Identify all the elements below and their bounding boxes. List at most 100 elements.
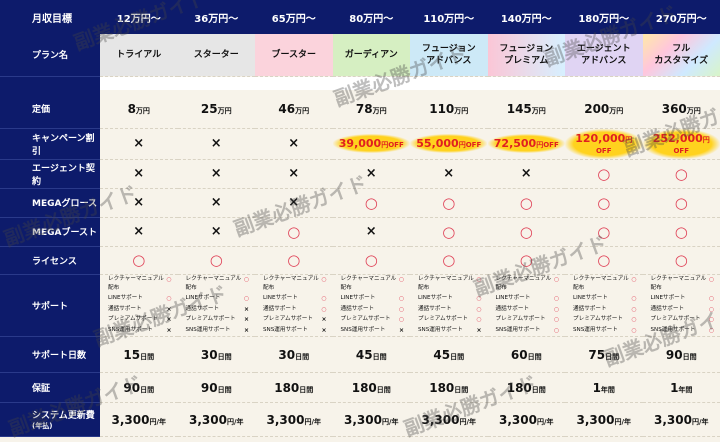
support-days-unit: 日間 — [295, 353, 309, 361]
plan-name: エージェント アドバンス — [577, 44, 631, 66]
circle-mark: ○ — [554, 305, 559, 316]
guarantee-amount: 180 — [507, 381, 532, 395]
price: 78万円 — [356, 105, 387, 116]
guarantee-cell: 180日間 — [488, 373, 566, 403]
campaign-cell: × — [255, 128, 333, 159]
system-fee-amount: 3,300 — [266, 413, 304, 427]
circle-mark: ○ — [631, 305, 636, 316]
system-fee: 3,300円/年 — [189, 416, 244, 427]
cross-mark: × — [244, 326, 249, 337]
discount-unit: 円OFF — [381, 141, 404, 149]
feature-cell: ○ — [643, 188, 720, 217]
support-item: レクチャーマニュアル配布○ — [186, 275, 256, 295]
discount: 120,000円OFF — [565, 129, 643, 159]
feature-cell: ○ — [410, 217, 488, 246]
cross-mark: × — [166, 326, 171, 337]
discount: 252,000円OFF — [643, 129, 720, 159]
support-days-unit: 日間 — [605, 353, 619, 361]
circle-mark: ○ — [631, 294, 636, 305]
support-item-label: レクチャーマニュアル配布 — [418, 275, 476, 295]
system-fee-unit: 円/年 — [614, 418, 631, 426]
feature-cell: ○ — [565, 217, 643, 246]
row-label: プラン名 — [0, 34, 100, 76]
system-fee-unit: 円/年 — [304, 418, 321, 426]
circle-mark: ○ — [321, 294, 326, 305]
feature-cell: ○ — [643, 217, 720, 246]
circle-mark: ○ — [166, 275, 171, 295]
support-item: プレミアムサポート○ — [496, 315, 566, 326]
support-days-amount: 30 — [278, 348, 295, 362]
plan-cell: フュージョン アドバンス — [410, 34, 488, 76]
support-item-label: LINEサポート — [341, 294, 376, 305]
support-days: 15日間 — [123, 351, 154, 362]
guarantee: 180日間 — [352, 384, 391, 395]
circle-mark: ○ — [166, 294, 171, 305]
feature-cell: ○ — [255, 217, 333, 246]
campaign-cell: 120,000円OFF — [565, 128, 643, 159]
cross-mark: × — [244, 315, 249, 326]
guarantee-unit: 年間 — [601, 386, 615, 394]
price-unit: 万円 — [295, 107, 309, 115]
income-cell: 65万円〜 — [255, 0, 333, 34]
cross-mark: × — [521, 166, 532, 181]
price-cell: 8万円 — [100, 90, 178, 128]
circle-mark: ○ — [244, 294, 249, 305]
support-item: プレミアムサポート○ — [418, 315, 488, 326]
price: 46万円 — [278, 105, 309, 116]
plan-cell: ブースター — [255, 34, 333, 76]
system-fee-cell: 3,300円/年 — [565, 403, 643, 437]
support-item-label: SNS運用サポート — [341, 326, 386, 337]
price-unit: 万円 — [136, 107, 150, 115]
circle-mark: ○ — [709, 294, 714, 305]
support-item: レクチャーマニュアル配布○ — [418, 275, 488, 295]
cross-mark: × — [133, 195, 144, 210]
row-label-text: キャンペーン割引 — [32, 134, 95, 157]
cross-mark: × — [211, 195, 222, 210]
row-label: ライセンス — [0, 246, 100, 274]
circle-mark: ○ — [597, 251, 610, 269]
price-unit: 万円 — [687, 107, 701, 115]
support-item-label: SNS運用サポート — [186, 326, 231, 337]
support-item: LINEサポート ○ — [573, 294, 643, 305]
discount-amount: 55,000 — [416, 137, 458, 150]
income: 110万円〜 — [423, 14, 474, 25]
cross-mark: × — [211, 166, 222, 181]
circle-mark: ○ — [244, 275, 249, 295]
row-label-text: MEGAブースト — [32, 228, 97, 238]
system-fee-unit: 円/年 — [149, 418, 166, 426]
gap-cell — [410, 76, 488, 90]
support-item-label: プレミアムサポート — [108, 315, 158, 326]
row-label: エージェント契約 — [0, 159, 100, 188]
feature-cell: ○ — [565, 246, 643, 274]
feature-cell: ○ — [488, 217, 566, 246]
circle-mark: ○ — [365, 251, 378, 269]
support-item: レクチャーマニュアル配布○ — [341, 275, 411, 295]
cross-mark: × — [244, 305, 249, 316]
support-days-cell: 30日間 — [255, 337, 333, 373]
feature-cell: × — [178, 188, 256, 217]
plan-cell: エージェント アドバンス — [565, 34, 643, 76]
support-days-amount: 30 — [201, 348, 218, 362]
plan-name: トライアル — [116, 50, 161, 60]
row-label: MEGAブースト — [0, 217, 100, 246]
support-item-label: LINEサポート — [573, 294, 608, 305]
row-label-text: 月収目標 — [32, 14, 72, 25]
guarantee-cell: 180日間 — [333, 373, 411, 403]
system-fee-unit: 円/年 — [227, 418, 244, 426]
campaign-cell: 39,000円OFF — [333, 128, 411, 159]
campaign-cell: 55,000円OFF — [410, 128, 488, 159]
guarantee-cell: 1年間 — [643, 373, 720, 403]
support-item-label: 通話サポート — [341, 305, 375, 316]
guarantee-cell: 90日間 — [178, 373, 256, 403]
circle-mark: ○ — [476, 315, 481, 326]
price: 8万円 — [128, 105, 150, 116]
support-item: レクチャーマニュアル配布○ — [496, 275, 566, 295]
page: {"watermark": "副業必勝ガイド", "header": {"lab… — [0, 0, 720, 428]
system-fee-cell: 3,300円/年 — [410, 403, 488, 437]
circle-mark: ○ — [709, 326, 714, 337]
system-fee-cell: 3,300円/年 — [643, 403, 720, 437]
feature-cell: ○ — [100, 246, 178, 274]
support-item: SNS運用サポート × — [186, 326, 256, 337]
feature-cell: ○ — [643, 246, 720, 274]
support-item-label: レクチャーマニュアル配布 — [496, 275, 554, 295]
